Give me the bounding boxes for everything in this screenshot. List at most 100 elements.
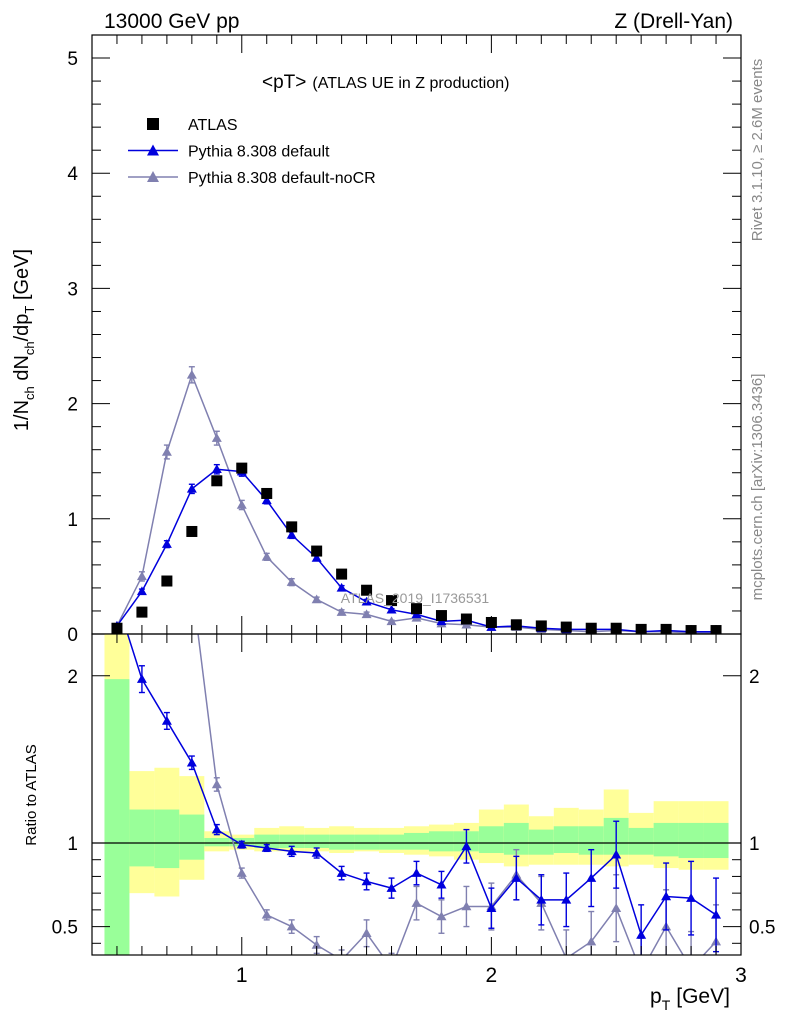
ratio-series-nocr-point (411, 898, 422, 907)
main-panel: 0 1 2 3 4 5 (67, 34, 742, 646)
ratio-band-green (553, 826, 579, 854)
ratio-band-green (628, 827, 654, 855)
ratio-series-nocr-point (686, 963, 696, 972)
ratio-series-default-point (536, 894, 547, 904)
main-series-default-point (161, 539, 172, 548)
main-series-nocr-point (286, 577, 297, 586)
main-series-default-point (186, 483, 197, 493)
header-left: 13000 GeV pp (104, 10, 239, 33)
main-series-nocr-point (261, 551, 272, 561)
x-tick-label: 1 (236, 964, 248, 987)
legend-label: Pythia 8.308 default (188, 144, 330, 161)
main-atlas-point (286, 521, 298, 533)
main-atlas-point (635, 623, 647, 634)
ratio-series-nocr-point (361, 928, 372, 938)
ratio-series-nocr-point (187, 579, 197, 588)
ratio-series-nocr-point (211, 779, 222, 789)
mcplots-label: mcplots.cern.ch [arXiv:1306.3436] (749, 374, 766, 601)
main-series-nocr-point (336, 607, 347, 616)
ratio-series-nocr-point (586, 936, 597, 946)
main-ytick-label: 4 (67, 164, 78, 185)
main-series-nocr-point (361, 609, 372, 619)
ratio-band-green (653, 822, 679, 857)
ratio-series-default-point (386, 883, 397, 892)
x-tick-label: 2 (486, 964, 498, 987)
ratio-series-nocr-point (162, 504, 172, 513)
ratio-series-nocr-point (337, 955, 347, 964)
main-series-nocr-point (186, 369, 197, 379)
ratio-band-green (279, 834, 305, 848)
main-atlas-point (236, 462, 248, 474)
legend: ATLAS Pythia 8.308 default Pythia 8.308 de… (128, 117, 376, 187)
ratio-ytick-label: 0.5 (52, 918, 78, 939)
ratio-series-default-point (511, 873, 522, 882)
ratio-series-nocr-point (311, 939, 322, 949)
ratio-band-green (703, 822, 729, 859)
main-atlas-point (386, 595, 398, 607)
ratio-series-default-point (611, 849, 622, 859)
ratio-band-green (254, 834, 280, 848)
main-series-nocr-point (236, 499, 247, 509)
ratio-ylabel: Ratio to ATLAS (23, 744, 40, 845)
main-ylabel: 1/Nch dNch/dpT [GeV] (11, 249, 37, 431)
main-atlas-point (435, 610, 447, 622)
main-series-default-point (136, 586, 147, 596)
ratio-band-green (379, 834, 405, 850)
ratio-series-default-point (186, 757, 197, 767)
ratio-series-default-point (636, 929, 647, 939)
main-atlas-point (111, 622, 123, 634)
main-series-nocr-point (211, 433, 222, 442)
main-atlas-point (710, 625, 722, 634)
ratio-band-green (104, 679, 130, 955)
main-atlas-point (585, 622, 597, 634)
main-series-default-point (211, 464, 222, 474)
main-atlas-point (460, 613, 472, 625)
main-atlas-point (261, 487, 273, 499)
ratio-series-default-point (561, 894, 572, 904)
ratio-band-green (129, 809, 155, 867)
ratio-series-nocr-point (461, 901, 472, 911)
main-atlas-point (535, 620, 547, 632)
main-atlas-point (186, 525, 198, 537)
ratio-band-green (678, 822, 704, 859)
main-ytick-label: 5 (67, 49, 78, 70)
ratio-series-default-point (711, 909, 722, 919)
ratio-series-nocr-point (112, 504, 122, 513)
analysis-watermark: ATLAS_2019_I1736531 (341, 590, 490, 606)
main-plot-area (111, 366, 722, 634)
legend-marker-triangle (147, 144, 159, 156)
ratio-series-default-point (336, 868, 347, 877)
ratio-series-nocr-point (387, 963, 397, 972)
main-series-nocr-point (311, 594, 322, 604)
main-series-nocr-point (161, 446, 172, 456)
ratio-series-nocr-point (636, 967, 646, 976)
ratio-series-default-point (461, 841, 472, 851)
ratio-band-green (154, 809, 180, 869)
main-atlas-point (411, 603, 422, 615)
legend-marker-atlas (147, 118, 159, 130)
ratio-ytick-label-right: 2 (749, 667, 760, 688)
ratio-panel: 0.5 0.5 1 1 2 2 1 2 3 (52, 504, 775, 987)
main-atlas-point (510, 619, 522, 631)
main-ytick-label: 1 (67, 510, 78, 531)
main-atlas-point (610, 622, 622, 634)
ratio-ytick-label-right: 0.5 (749, 918, 775, 939)
ratio-band-green (204, 837, 230, 847)
ratio-series-nocr-point (236, 868, 247, 877)
ratio-series-default-point (136, 674, 147, 683)
main-atlas-point (311, 545, 323, 557)
ratio-series-default-point (411, 868, 422, 877)
main-series-default-point (386, 604, 397, 614)
main-title: <pT> (ATLAS UE in Z production) (262, 72, 509, 93)
main-ytick-label: 2 (67, 395, 78, 416)
ratio-series-default-point (436, 879, 447, 889)
ratio-series-default-point (586, 873, 597, 882)
ratio-series-nocr-point (286, 921, 297, 931)
ratio-band-green (179, 814, 205, 860)
ratio-series-default-point (361, 876, 372, 886)
ratio-series-default-point (211, 824, 222, 834)
ratio-ytick-label: 1 (67, 834, 78, 855)
main-series-default-point (286, 529, 297, 539)
ratio-band-green (304, 834, 330, 848)
legend-label: ATLAS (188, 117, 238, 134)
